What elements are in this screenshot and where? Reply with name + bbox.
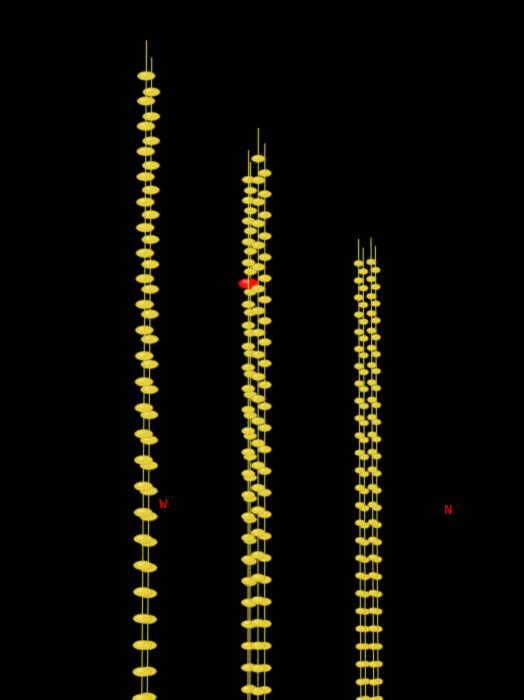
detector-3d-view <box>0 0 524 700</box>
compass-w-label: W <box>159 497 168 513</box>
compass-n-label: N <box>444 503 453 519</box>
